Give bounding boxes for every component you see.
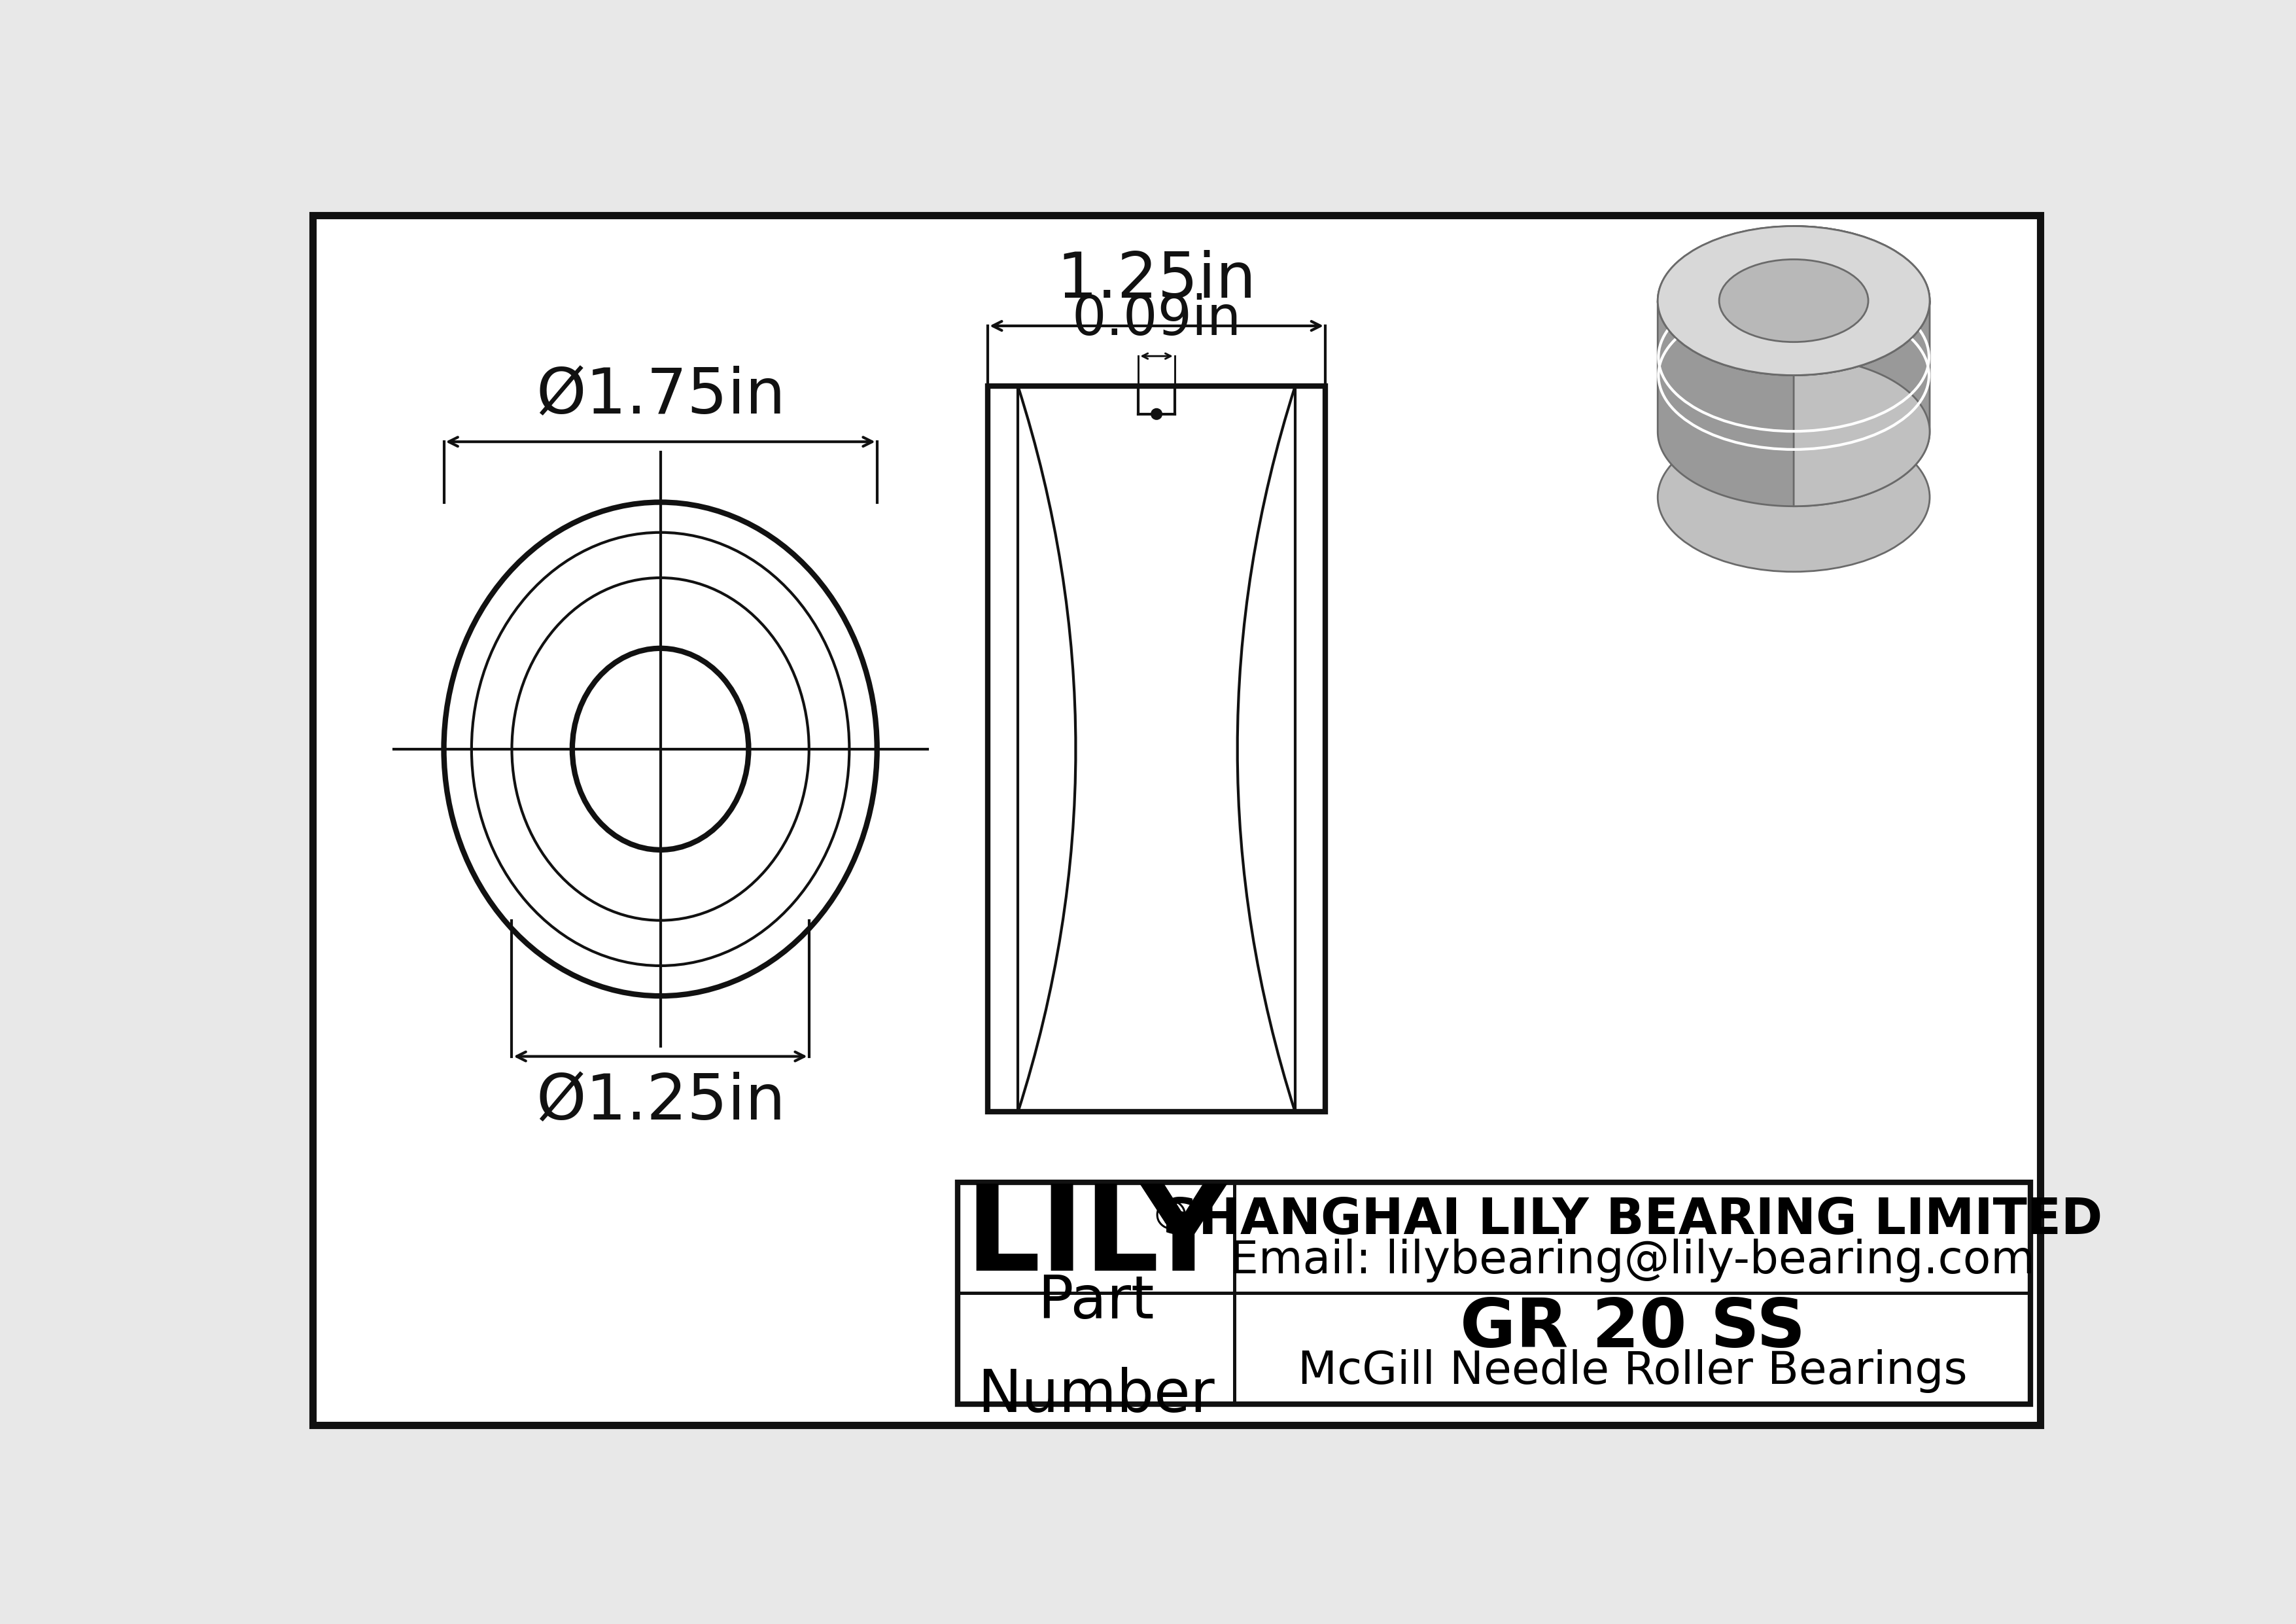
Text: 0.09in: 0.09in — [1072, 292, 1242, 346]
Ellipse shape — [1658, 422, 1929, 572]
Ellipse shape — [1658, 226, 1929, 375]
Polygon shape — [1793, 226, 1929, 507]
Text: McGill Needle Roller Bearings: McGill Needle Roller Bearings — [1297, 1350, 1968, 1393]
Ellipse shape — [1720, 260, 1869, 343]
Polygon shape — [1658, 300, 1929, 507]
Text: Ø1.25in: Ø1.25in — [535, 1072, 785, 1132]
Ellipse shape — [1153, 409, 1162, 419]
Text: GR 20 SS: GR 20 SS — [1460, 1296, 1805, 1361]
Text: ®: ® — [1150, 1199, 1192, 1237]
Ellipse shape — [1720, 260, 1869, 343]
Text: SHANGHAI LILY BEARING LIMITED: SHANGHAI LILY BEARING LIMITED — [1162, 1195, 2103, 1244]
FancyBboxPatch shape — [957, 1182, 2030, 1405]
Text: Ø1.75in: Ø1.75in — [535, 365, 785, 427]
FancyBboxPatch shape — [312, 214, 2041, 1426]
Text: Email: lilybearing@lily-bearing.com: Email: lilybearing@lily-bearing.com — [1231, 1239, 2034, 1283]
Text: 1.25in: 1.25in — [1056, 250, 1256, 310]
Ellipse shape — [1658, 226, 1929, 375]
Text: Part
Number: Part Number — [978, 1273, 1215, 1424]
FancyBboxPatch shape — [987, 387, 1325, 1112]
Text: LILY: LILY — [964, 1181, 1226, 1296]
